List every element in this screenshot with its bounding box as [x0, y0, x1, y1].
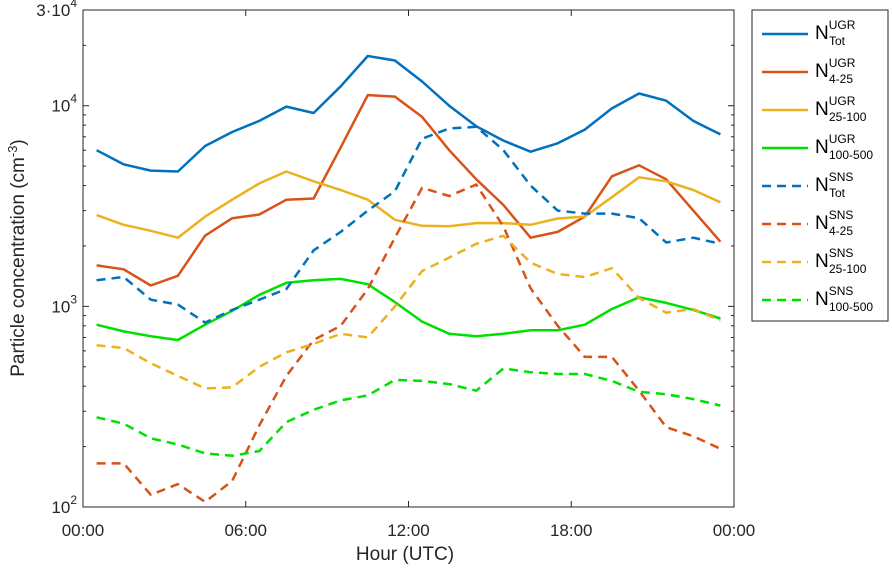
legend-entry-label: NSNS 4-25: [815, 208, 853, 238]
y-tick-label: 103: [51, 292, 77, 316]
series-line-sns-25-100: [96, 234, 721, 390]
series-layer: [96, 54, 722, 504]
legend-entry-label: NSNS 25-100: [815, 246, 867, 276]
legend-entry-label: NUGR 25-100: [815, 94, 867, 124]
tick-layer: 00:00 06:00 12:00 18:00 00:00 102 103 104 3·104: [36, 0, 755, 540]
y-axis-label-text: Particle concentration (cm: [8, 157, 29, 377]
legend: NUGR Tot NUGR 4-25 NUGR 25-100 NUGR 100-500 NSNS…: [762, 18, 873, 314]
legend-entry-label: NSNS 100-500: [815, 284, 873, 314]
series-line-sns-tot: [96, 125, 721, 324]
series-line-sns-4-25: [96, 183, 721, 504]
series-line-ugr-25-100: [96, 170, 721, 239]
legend-entry-label: NUGR 4-25: [815, 56, 856, 86]
legend-box: [751, 9, 889, 322]
x-tick-label: 00:00: [713, 521, 756, 540]
y-axis-label-close: ): [8, 139, 29, 145]
x-axis-label: Hour (UTC): [356, 544, 454, 565]
plot-area: [82, 9, 735, 508]
y-tick-label: 102: [51, 493, 77, 517]
x-tick-label: 18:00: [550, 521, 593, 540]
y-tick-label: 104: [51, 92, 77, 116]
series-line-ugr-tot: [96, 54, 721, 173]
x-tick-label: 00:00: [62, 521, 105, 540]
y-axis-label-exponent: -3: [5, 146, 20, 158]
x-tick-label: 06:00: [224, 521, 267, 540]
series-line-ugr-4-25: [96, 93, 722, 287]
series-line-sns-100-500: [96, 367, 721, 458]
legend-entry-label: NUGR 100-500: [815, 132, 873, 162]
x-tick-label: 12:00: [387, 521, 430, 540]
series-line-ugr-100-500: [96, 277, 721, 342]
y-tick-label: 3·104: [36, 0, 77, 20]
legend-entry-label: NUGR Tot: [815, 18, 856, 48]
legend-entry-label: NSNS Tot: [815, 170, 853, 200]
y-axis-label: Particle concentration (cm-3): [5, 139, 29, 377]
